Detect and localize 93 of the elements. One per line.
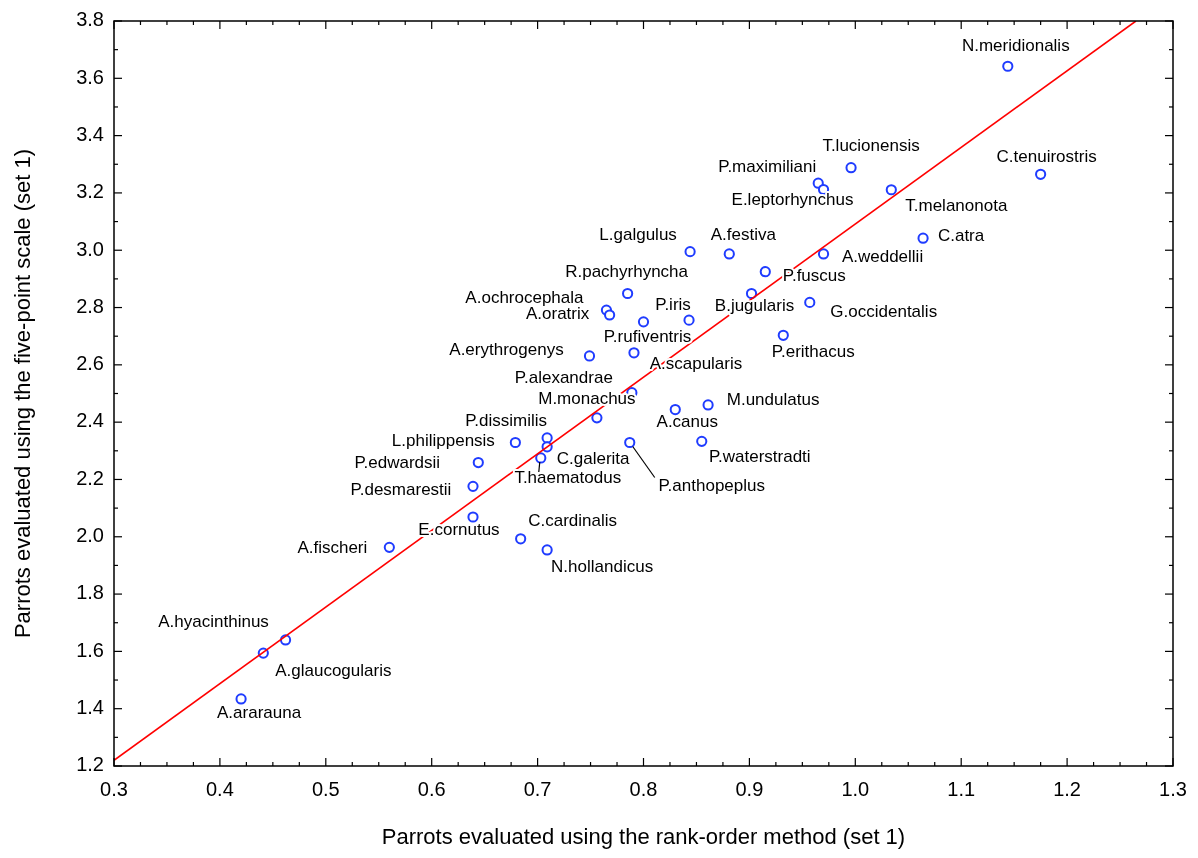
- point: [885, 184, 897, 196]
- point: [917, 232, 929, 244]
- y-tick-label: 2.0: [76, 524, 104, 547]
- annotation: P.rufiventris: [603, 327, 692, 347]
- x-tick-label: 1.3: [1159, 778, 1187, 800]
- y-tick-label: 2.4: [76, 409, 104, 432]
- x-tick-label: 0.6: [417, 778, 446, 800]
- x-tick-label: 0.5: [311, 778, 340, 800]
- x-tick-label: 0.4: [205, 778, 234, 800]
- point: [723, 248, 735, 260]
- point: [702, 399, 714, 411]
- y-tick-label: 1.4: [76, 695, 104, 718]
- y-tick-label: 3.6: [76, 65, 104, 88]
- point: [535, 452, 547, 464]
- point: [669, 403, 681, 416]
- annotation: P.waterstradti: [708, 446, 811, 466]
- point: [684, 246, 696, 258]
- annotation: E.leptorhynchus: [731, 189, 854, 209]
- point: [804, 296, 816, 308]
- point: [817, 248, 830, 260]
- point: [777, 329, 789, 341]
- x-tick-label: 0.9: [735, 778, 764, 800]
- y-tick-label: 2.2: [76, 466, 104, 489]
- point: [1035, 168, 1047, 180]
- x-tick-label: 1.2: [1053, 778, 1082, 800]
- point: [604, 309, 616, 321]
- annotation: A.fischeri: [297, 537, 368, 557]
- annotation: R.pachyrhyncha: [565, 261, 689, 281]
- annotation: G.occidentalis: [830, 301, 938, 321]
- annotation: N.meridionalis: [961, 35, 1070, 55]
- x-tick-label: 0.3: [100, 778, 128, 800]
- point: [759, 266, 771, 278]
- annotation: P.desmarestii: [350, 479, 452, 499]
- annotation: P.fuscus: [782, 266, 846, 286]
- x-tick-label: 1.0: [841, 778, 870, 800]
- point: [637, 316, 650, 328]
- y-tick-label: 3.4: [76, 122, 104, 145]
- point: [622, 287, 634, 300]
- annotation: T.melanonota: [905, 196, 1008, 216]
- annotation: A.erythrogenys: [449, 340, 564, 360]
- annotation: A.canus: [656, 412, 718, 432]
- point: [583, 350, 596, 362]
- annotation: C.cardinalis: [528, 511, 618, 531]
- y-tick-label: 3.8: [76, 8, 104, 31]
- y-tick-label: 2.6: [76, 352, 104, 375]
- annotation: L.galgulus: [599, 225, 677, 245]
- y-tick-label: 1.6: [76, 638, 104, 661]
- annotation: C.tenuirostris: [996, 146, 1097, 166]
- annotation: P.anthopeplus: [658, 475, 765, 495]
- annotation: C.galerita: [556, 449, 631, 469]
- y-tick-label: 1.2: [76, 753, 104, 776]
- y-tick-label: 3.2: [76, 180, 104, 203]
- y-tick-label: 3.0: [76, 237, 104, 260]
- y-axis-title: Parrots evaluated using the five-point scale (set 1): [10, 148, 35, 639]
- x-axis-title: Parrots evaluated using the rank-order method (set 1): [381, 824, 906, 849]
- point: [696, 435, 708, 447]
- annotation: P.maximiliani: [718, 156, 817, 176]
- point: [467, 511, 479, 523]
- x-tick-label: 1.1: [947, 778, 976, 800]
- point: [515, 533, 527, 545]
- annotation: A.ochrocephala: [465, 287, 585, 307]
- point: [683, 314, 695, 326]
- annotation: P.edwardsii: [354, 453, 441, 473]
- annotation: T.haematodus: [514, 468, 622, 488]
- annotation: T.lucionensis: [822, 136, 920, 156]
- annotation: P.alexandrae: [514, 368, 613, 388]
- annotation: A.glaucogularis: [275, 660, 392, 680]
- annotation: A.hyacinthinus: [158, 612, 269, 632]
- annotation: C.atra: [937, 225, 985, 245]
- annotation: N.hollandicus: [551, 557, 654, 577]
- annotation: A.weddellii: [841, 247, 924, 267]
- point: [628, 347, 640, 359]
- annotation: P.dissimilis: [465, 411, 548, 431]
- annotation: P.iris: [655, 294, 691, 314]
- point: [1002, 60, 1014, 72]
- annotation: M.undulatus: [726, 390, 820, 410]
- annotation: P.erithacus: [771, 341, 855, 361]
- point: [235, 693, 247, 705]
- y-tick-label: 1.8: [76, 581, 104, 604]
- annotation: L.philippensis: [391, 430, 495, 450]
- point: [509, 436, 521, 449]
- annotation: A.festiva: [710, 225, 777, 245]
- point: [591, 412, 603, 424]
- point: [383, 541, 395, 553]
- y-tick-label: 2.8: [76, 294, 104, 317]
- point: [472, 456, 484, 469]
- x-tick-label: 0.8: [629, 778, 658, 800]
- point: [541, 544, 553, 556]
- point: [845, 162, 857, 174]
- point: [467, 480, 479, 492]
- annotation: A.ararauna: [217, 703, 302, 723]
- x-tick-label: 0.7: [523, 778, 552, 800]
- point: [624, 436, 636, 449]
